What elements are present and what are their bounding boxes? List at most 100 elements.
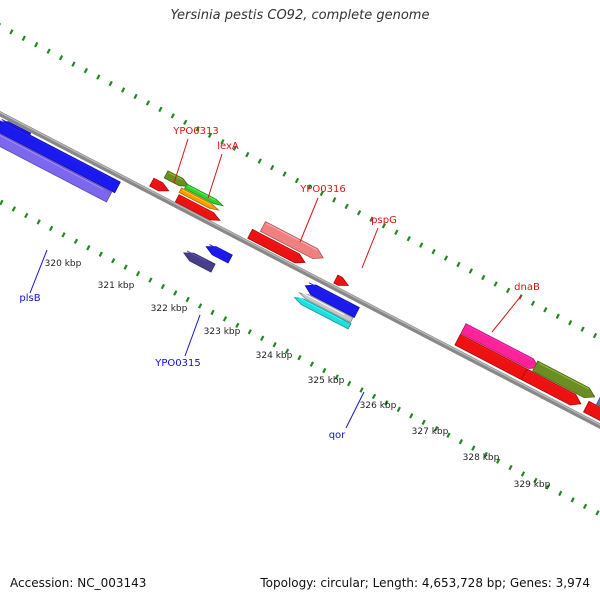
gene-label-leader: [184, 314, 201, 357]
outer-tick: [96, 74, 101, 80]
feature-group: [0, 119, 600, 421]
backbone-highlight: [0, 111, 600, 426]
outer-tick: [195, 126, 200, 132]
outer-tick: [158, 106, 163, 113]
outer-tick: [592, 332, 598, 339]
inner-tick: [61, 232, 66, 238]
inner-tick: [396, 406, 401, 413]
scale-label: 329 kbp: [514, 480, 551, 490]
gene-feature-highlight: [297, 296, 343, 321]
scale-label: 325 kbp: [308, 376, 345, 386]
inner-tick: [173, 290, 178, 296]
inner-tick: [558, 490, 563, 497]
gene-feature-highlight: [266, 223, 318, 251]
gene-label-leader: [29, 249, 48, 294]
gene-label-leader: [207, 153, 223, 199]
gene-feature: [163, 170, 190, 187]
outer-tick: [145, 100, 151, 106]
scale-label: 323 kbp: [204, 327, 241, 337]
inner-tick: [471, 445, 476, 451]
outer-tick: [481, 274, 486, 281]
gene-feature-highlight: [0, 134, 104, 190]
gene-feature-highlight: [187, 185, 216, 201]
outer-tick: [493, 281, 498, 287]
inner-tick: [421, 419, 426, 426]
outer-tick: [83, 67, 89, 74]
gene-feature: [205, 246, 233, 264]
gene-label: qor: [329, 430, 346, 441]
gene-feature: [298, 292, 354, 323]
inner-tick: [0, 199, 4, 206]
inner-tick: [582, 503, 588, 510]
outer-tick: [232, 145, 238, 151]
inner-tick: [384, 400, 389, 406]
outer-tick: [456, 261, 461, 268]
inner-tick: [309, 361, 315, 367]
outer-tick: [580, 326, 585, 332]
inner-tick: [533, 477, 538, 484]
gene-feature-highlight: [338, 276, 343, 279]
outer-tick: [332, 197, 337, 203]
gene-label-leader: [299, 197, 319, 243]
outer-tick: [468, 268, 473, 274]
inner-tick: [371, 393, 377, 400]
gene-feature-highlight: [180, 196, 214, 215]
backbone-line: [0, 111, 600, 429]
outer-tick: [431, 248, 436, 255]
outer-tick: [419, 242, 424, 248]
outer-tick: [381, 223, 387, 229]
inner-tick: [24, 212, 29, 219]
gene-feature: [596, 396, 600, 407]
gene-label-leader: [491, 295, 522, 333]
inner-tick: [86, 245, 91, 251]
gene-feature-highlight: [209, 244, 224, 253]
gene-feature-highlight: [466, 325, 534, 361]
gene-feature-highlight: [154, 179, 163, 185]
scale-label: 322 kbp: [151, 304, 188, 314]
inner-tick: [433, 426, 439, 432]
tick-layer: [0, 23, 600, 516]
inner-tick: [36, 219, 41, 225]
gene-feature: [333, 274, 350, 286]
inner-tick: [284, 348, 290, 354]
feature-layer: [0, 119, 600, 421]
outer-tick: [133, 93, 138, 100]
gene-feature-highlight: [186, 250, 207, 262]
inner-tick: [11, 206, 16, 212]
inner-tick: [272, 342, 277, 348]
gene-feature: [532, 360, 596, 399]
outer-tick: [58, 54, 64, 61]
inner-tick: [483, 451, 488, 458]
inner-tick: [160, 283, 165, 290]
outer-tick: [282, 171, 287, 177]
outer-tick: [257, 158, 262, 164]
scale-label: 320 kbp: [45, 259, 82, 269]
inner-tick: [247, 329, 252, 335]
inner-tick: [123, 264, 128, 270]
inner-tick: [458, 438, 464, 445]
inner-tick: [297, 354, 302, 361]
inner-tick: [98, 251, 103, 257]
gene-label: lexA: [217, 141, 239, 152]
gene-feature: [0, 122, 121, 194]
inner-tick: [235, 322, 240, 329]
outer-tick: [108, 80, 113, 87]
scale-label: 328 kbp: [463, 453, 500, 463]
genome-title: Yersinia pestis CO92, complete genome: [170, 8, 430, 23]
accession-label: Accession: NC_003143: [10, 576, 147, 590]
gene-feature: [174, 194, 221, 221]
gene-feature: [520, 368, 582, 406]
gene-feature-highlight: [308, 282, 352, 305]
gene-label: YPO0316: [299, 184, 345, 195]
gene-label-leader: [345, 391, 365, 429]
gene-label: YPO0315: [154, 358, 200, 369]
outer-tick: [71, 61, 76, 67]
gene-feature: [0, 133, 113, 203]
outer-tick: [21, 35, 26, 42]
backbone-layer: [0, 111, 600, 429]
inner-tick: [508, 464, 513, 471]
gene-feature-highlight: [538, 362, 589, 390]
outer-tick: [505, 287, 511, 294]
gene-feature-highlight: [590, 402, 600, 409]
outer-tick: [220, 138, 225, 145]
